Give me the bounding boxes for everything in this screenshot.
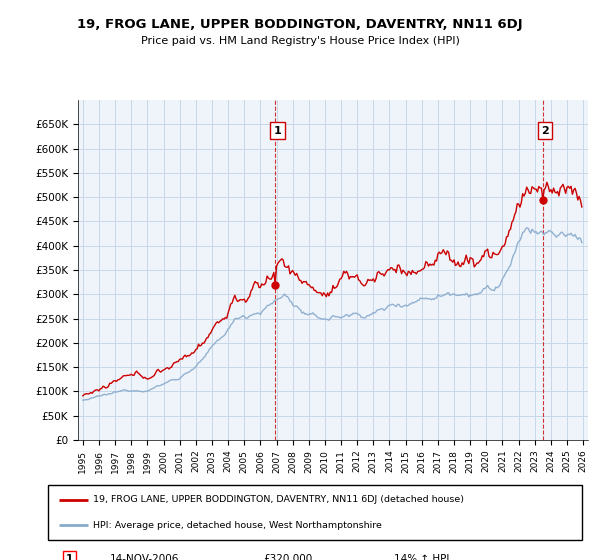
Text: £320,000: £320,000 bbox=[263, 554, 313, 560]
Text: 1: 1 bbox=[66, 554, 73, 560]
Text: HPI: Average price, detached house, West Northamptonshire: HPI: Average price, detached house, West… bbox=[94, 521, 382, 530]
Text: 2: 2 bbox=[541, 125, 549, 136]
Text: 1: 1 bbox=[274, 125, 281, 136]
Text: Price paid vs. HM Land Registry's House Price Index (HPI): Price paid vs. HM Land Registry's House … bbox=[140, 36, 460, 46]
Text: 14% ↑ HPI: 14% ↑ HPI bbox=[394, 554, 449, 560]
Text: 14-NOV-2006: 14-NOV-2006 bbox=[109, 554, 179, 560]
Text: 19, FROG LANE, UPPER BODDINGTON, DAVENTRY, NN11 6DJ (detached house): 19, FROG LANE, UPPER BODDINGTON, DAVENTR… bbox=[94, 496, 464, 505]
Text: 19, FROG LANE, UPPER BODDINGTON, DAVENTRY, NN11 6DJ: 19, FROG LANE, UPPER BODDINGTON, DAVENTR… bbox=[77, 18, 523, 31]
